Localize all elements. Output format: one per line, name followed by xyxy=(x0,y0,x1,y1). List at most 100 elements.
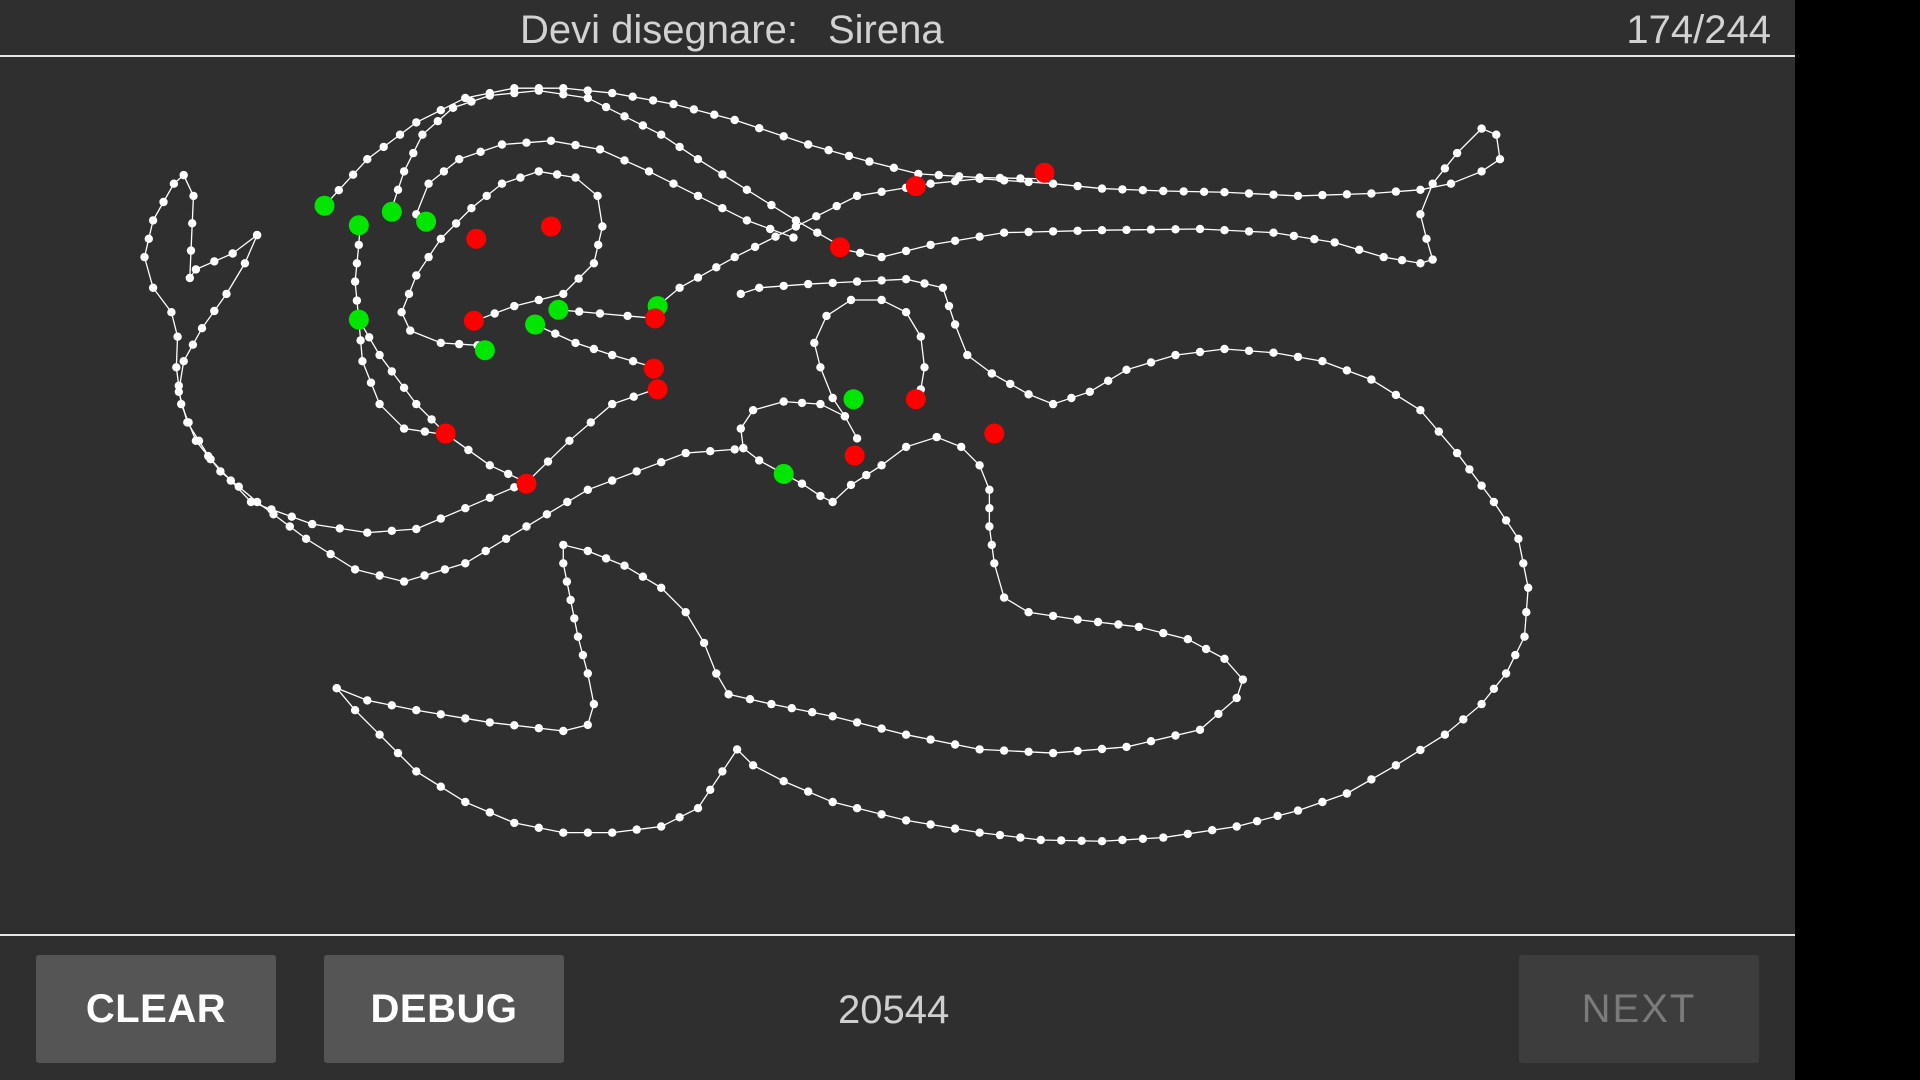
stroke-point xyxy=(629,392,638,401)
stroke-point xyxy=(1501,669,1511,678)
stroke-point xyxy=(399,167,409,176)
stroke-point xyxy=(174,387,183,396)
stroke-point xyxy=(358,357,367,366)
stroke-point xyxy=(485,493,494,502)
stroke-point xyxy=(583,485,592,494)
stroke-point xyxy=(1446,179,1456,188)
stroke-point xyxy=(589,259,599,268)
stroke-point xyxy=(813,228,822,237)
stroke-point xyxy=(862,470,871,480)
stroke-point xyxy=(1097,744,1107,754)
stroke-point xyxy=(461,504,470,513)
stroke-point xyxy=(332,684,341,693)
stroke-point xyxy=(534,167,543,176)
stroke-point xyxy=(1048,179,1058,188)
stroke-point xyxy=(748,406,758,415)
bad-marker xyxy=(984,423,1005,444)
stroke-point xyxy=(693,155,703,164)
stroke-point xyxy=(901,816,911,825)
stroke-point xyxy=(1318,357,1327,366)
stroke-point xyxy=(1179,187,1188,196)
stroke-point xyxy=(1048,611,1058,621)
stroke-point xyxy=(632,467,641,476)
stroke-point xyxy=(816,399,825,409)
stroke-point xyxy=(578,650,588,660)
stroke-point xyxy=(1489,684,1499,693)
stroke-point xyxy=(1048,748,1058,758)
stroke-point xyxy=(779,397,788,406)
stroke-point xyxy=(1024,390,1033,399)
stroke-point xyxy=(638,572,648,581)
stroke-point xyxy=(252,497,262,507)
stroke-point xyxy=(889,163,899,172)
stroke-point xyxy=(222,289,231,299)
stroke-point xyxy=(420,427,430,436)
stroke-point xyxy=(1093,617,1103,627)
stroke-point xyxy=(197,324,207,333)
stroke-point xyxy=(816,491,825,501)
stroke-point xyxy=(559,540,568,550)
stroke-point xyxy=(510,721,519,730)
clear-button[interactable]: CLEAR xyxy=(36,955,276,1063)
bad-marker xyxy=(844,445,865,466)
stroke-point xyxy=(846,295,856,305)
stroke-point xyxy=(950,177,960,186)
stroke-point xyxy=(177,399,186,409)
stroke-point xyxy=(608,399,617,409)
good-marker xyxy=(381,201,402,222)
stroke-point xyxy=(950,740,960,749)
stroke-point xyxy=(1367,375,1376,384)
debug-button[interactable]: DEBUG xyxy=(324,955,564,1063)
stroke-point xyxy=(901,308,911,317)
stroke-point xyxy=(644,167,654,176)
bad-marker xyxy=(830,237,850,258)
stroke-point xyxy=(1097,837,1107,846)
stroke-point xyxy=(938,283,948,292)
stroke-point xyxy=(791,216,801,225)
bad-marker xyxy=(463,310,484,331)
stroke-point xyxy=(1273,811,1282,821)
stroke-point xyxy=(877,276,886,285)
stroke-point xyxy=(1220,188,1229,197)
stroke-point xyxy=(797,479,807,488)
stroke-point xyxy=(1201,644,1211,654)
stroke-point xyxy=(706,785,715,794)
stroke-point xyxy=(352,259,362,268)
stroke-point xyxy=(439,167,449,176)
stroke-point xyxy=(1104,376,1113,385)
stroke-point xyxy=(1057,836,1066,845)
stroke-line xyxy=(336,278,1529,842)
stroke-point xyxy=(510,483,519,492)
stroke-point xyxy=(387,526,396,535)
bad-marker xyxy=(541,216,561,237)
stroke-point xyxy=(1024,227,1033,237)
stroke-point xyxy=(812,212,821,221)
stroke-point xyxy=(543,457,553,466)
stroke-point xyxy=(562,577,572,586)
stroke-point xyxy=(920,279,929,288)
stroke-point xyxy=(563,497,572,507)
stroke-point xyxy=(226,476,235,485)
drawing-canvas[interactable] xyxy=(0,57,1795,934)
stroke-point xyxy=(365,333,374,342)
stroke-point xyxy=(1077,836,1086,845)
stroke-point xyxy=(399,577,409,586)
stroke-point xyxy=(1073,615,1082,624)
stroke-point xyxy=(901,730,911,739)
next-button[interactable]: NEXT xyxy=(1519,955,1759,1063)
stroke-point xyxy=(522,522,531,531)
prompt-target-word: Sirena xyxy=(827,8,944,52)
stroke-point xyxy=(485,461,494,470)
stroke-point xyxy=(950,236,960,245)
stroke-point xyxy=(183,418,192,427)
stroke-point xyxy=(173,332,182,341)
stroke-point xyxy=(1006,379,1015,389)
stroke-point xyxy=(436,782,445,791)
stroke-point xyxy=(789,233,798,242)
stroke-line xyxy=(415,140,794,239)
stroke-point xyxy=(1293,806,1303,815)
stroke-point xyxy=(352,296,362,305)
stroke-point xyxy=(481,546,490,556)
stroke-point xyxy=(1428,255,1437,264)
stroke-point xyxy=(418,130,427,139)
